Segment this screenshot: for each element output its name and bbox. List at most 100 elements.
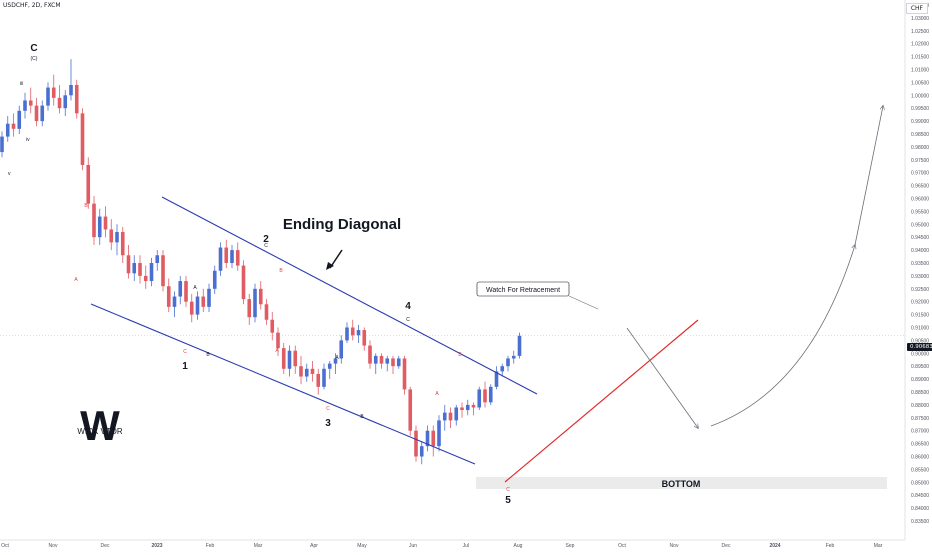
candle-body[interactable] [40, 105, 45, 122]
candle-body[interactable] [28, 100, 33, 106]
candle-body[interactable] [511, 355, 516, 359]
candle-body[interactable] [327, 363, 332, 369]
candle-body[interactable] [103, 216, 108, 230]
candle-body[interactable] [264, 304, 269, 320]
candle-body[interactable] [362, 330, 367, 346]
candle-body[interactable] [138, 263, 142, 276]
candle-body[interactable] [51, 87, 56, 98]
candle-body[interactable] [109, 229, 114, 243]
candle-body[interactable] [224, 247, 229, 263]
candle-body[interactable] [218, 247, 223, 271]
candle-body[interactable] [11, 123, 16, 129]
candle-body[interactable] [414, 430, 418, 457]
candle-body[interactable] [69, 84, 73, 96]
candle-body[interactable] [465, 404, 470, 411]
candle-body[interactable] [92, 203, 96, 238]
candle-body[interactable] [115, 232, 119, 243]
candle-body[interactable] [161, 255, 165, 287]
candle-body[interactable] [460, 407, 464, 411]
candle-body[interactable] [293, 350, 298, 367]
candle-body[interactable] [299, 366, 303, 377]
candle-body[interactable] [454, 407, 459, 421]
candle-body[interactable] [500, 366, 505, 372]
candle-body[interactable] [97, 216, 102, 238]
candle-body[interactable] [143, 275, 148, 282]
candle-body[interactable] [316, 373, 321, 387]
candle-body[interactable] [172, 296, 177, 307]
candle-body[interactable] [310, 368, 315, 374]
candle-body[interactable] [126, 255, 131, 274]
candle-body[interactable] [339, 340, 344, 359]
candle-body[interactable] [132, 263, 137, 274]
candle-body[interactable] [391, 358, 395, 367]
candle-body[interactable] [281, 348, 286, 369]
candle-body[interactable] [287, 350, 292, 369]
candle-body[interactable] [63, 95, 68, 109]
candle-body[interactable] [483, 389, 487, 403]
candle-body[interactable] [471, 404, 476, 408]
candle-body[interactable] [155, 255, 160, 263]
candle-body[interactable] [23, 100, 27, 111]
candle-body[interactable] [166, 286, 171, 307]
candle-body[interactable] [448, 412, 453, 421]
upper-channel-line[interactable] [161, 196, 538, 395]
candle-body[interactable] [120, 232, 125, 256]
candle-body[interactable] [373, 355, 378, 364]
candle-body[interactable] [350, 327, 355, 336]
candle-body[interactable] [247, 299, 252, 318]
candle-body[interactable] [442, 412, 447, 421]
support-trendline[interactable] [504, 319, 699, 483]
candle-body[interactable] [212, 270, 217, 289]
candle-body[interactable] [241, 265, 246, 300]
candle-body[interactable] [419, 446, 424, 457]
candle-body[interactable] [57, 97, 62, 109]
candle-body[interactable] [322, 368, 326, 387]
candle-body[interactable] [46, 87, 50, 106]
candle-body[interactable] [437, 420, 441, 447]
lower-channel-line[interactable] [90, 303, 476, 465]
candle-body[interactable] [345, 327, 349, 341]
candle-body[interactable] [258, 288, 263, 305]
candle-body[interactable] [270, 319, 275, 333]
candle-body[interactable] [517, 335, 522, 356]
candle-body[interactable] [207, 288, 211, 307]
candle-body[interactable] [149, 263, 154, 282]
currency-badge[interactable]: CHF [905, 3, 928, 14]
candle-body[interactable] [494, 371, 499, 387]
candle-body[interactable] [80, 113, 85, 165]
candle-body[interactable] [178, 281, 183, 297]
candle-body[interactable] [86, 164, 91, 204]
candle-body[interactable] [477, 389, 482, 408]
candle-body[interactable] [379, 355, 384, 364]
candle-body[interactable] [276, 332, 280, 349]
candle-body[interactable] [201, 296, 206, 307]
wave-number-1: 1 [182, 361, 188, 372]
last-price-tag: 0.90683 [907, 343, 932, 351]
candle-body[interactable] [396, 358, 401, 367]
candle-body[interactable] [189, 301, 194, 315]
candle-body[interactable] [431, 430, 436, 447]
candle-body[interactable] [356, 330, 361, 336]
candle-body[interactable] [385, 358, 390, 364]
candle-body[interactable] [333, 358, 338, 364]
candle-body[interactable] [230, 250, 234, 263]
candle-body[interactable] [195, 296, 200, 315]
candle-body[interactable] [74, 84, 79, 114]
candle-body[interactable] [304, 368, 309, 377]
candle-body[interactable] [17, 110, 22, 129]
candle-body[interactable] [408, 389, 413, 431]
candle-body[interactable] [34, 105, 39, 122]
callout-box[interactable] [476, 281, 570, 297]
candle-body[interactable] [253, 288, 257, 318]
candle-body[interactable] [5, 123, 10, 137]
candle-body[interactable] [235, 250, 240, 266]
candle-body[interactable] [425, 430, 430, 447]
candle-body[interactable] [184, 281, 188, 302]
candle-body[interactable] [402, 358, 407, 390]
candle-body[interactable] [0, 136, 4, 153]
candle-body[interactable] [488, 386, 493, 403]
candle-body[interactable] [368, 345, 372, 364]
candle-body[interactable] [506, 358, 510, 367]
